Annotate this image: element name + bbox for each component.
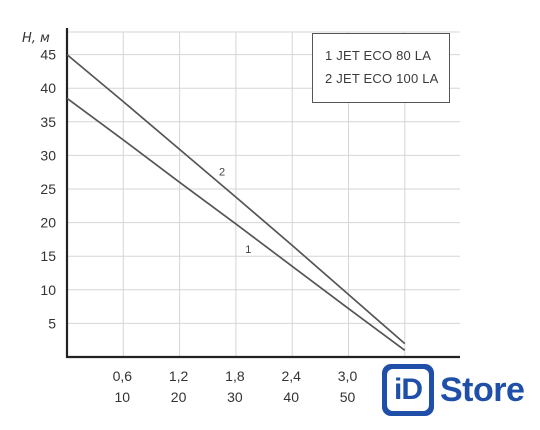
y-axis-label: H, м	[22, 31, 50, 46]
y-tick-label: 35	[40, 114, 56, 130]
curve-label-1: 1	[245, 244, 251, 256]
series-line-2	[66, 53, 406, 345]
logo-text: Store	[440, 370, 525, 409]
y-tick-label: 40	[40, 80, 56, 96]
y-tick-label: 10	[40, 282, 56, 298]
x-tick-label: 2,4	[281, 368, 301, 384]
x-tick-label: 3,0	[338, 368, 358, 384]
x-tick-label-secondary: 30	[227, 389, 243, 405]
curve-label-2: 2	[219, 167, 225, 179]
legend-item-1: 1 JET ECO 80 LA	[325, 48, 432, 63]
logo-badge-text: iD	[387, 369, 429, 411]
y-tick-label: 45	[40, 47, 56, 63]
x-tick-label-secondary: 10	[115, 389, 131, 405]
x-tick-label-secondary: 50	[340, 389, 356, 405]
legend-item-2: 2 JET ECO 100 LA	[325, 71, 439, 86]
legend: 1 JET ECO 80 LA 2 JET ECO 100 LA	[312, 33, 450, 103]
y-tick-label: 25	[40, 181, 56, 197]
axes	[65, 28, 460, 359]
x-tick-label-secondary: 40	[283, 389, 299, 405]
y-tick-label: 15	[40, 248, 56, 264]
series-lines	[66, 53, 406, 351]
grid	[67, 31, 460, 357]
logo-badge: iD	[382, 364, 434, 416]
x-tick-label-secondary: 20	[171, 389, 187, 405]
y-tick-label: 20	[40, 215, 56, 231]
series-line-1	[66, 97, 406, 351]
tick-labels: 5 10 15 20 25 30 35 40 45 0,6 1,2 1,8 2,4 3,0 10 20 30 40…	[40, 47, 357, 405]
idstore-logo: iD Store	[382, 364, 525, 416]
x-tick-label: 1,2	[169, 368, 189, 384]
x-tick-label: 0,6	[113, 368, 133, 384]
y-tick-label: 5	[48, 315, 56, 331]
x-tick-label: 1,8	[225, 368, 245, 384]
y-tick-label: 30	[40, 147, 56, 163]
